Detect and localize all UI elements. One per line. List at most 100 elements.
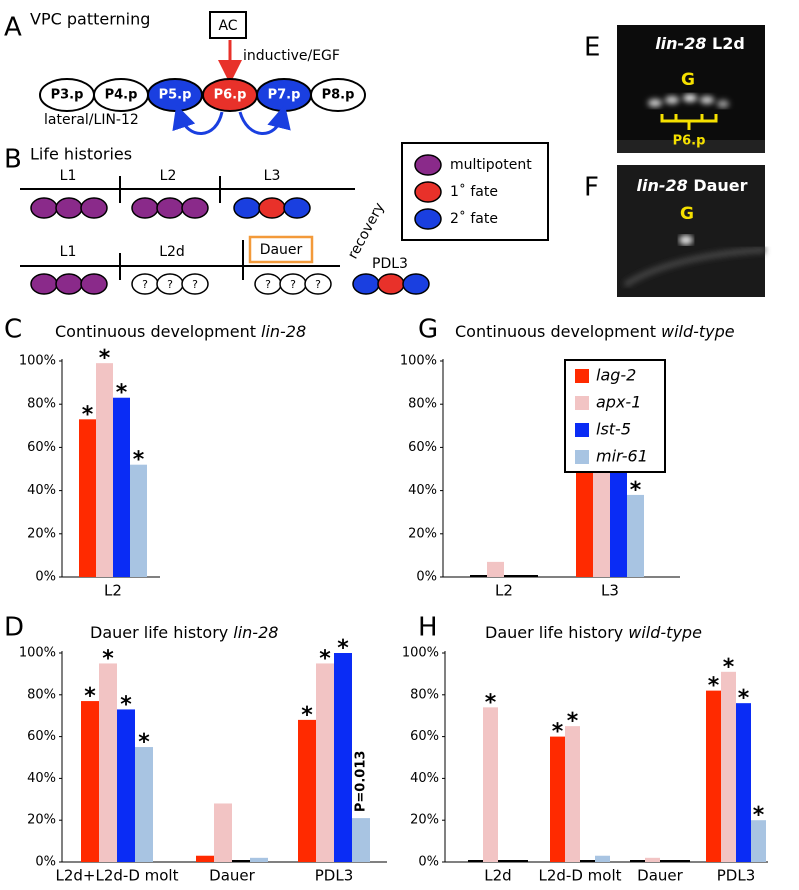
unknown-mark: ? xyxy=(315,278,321,291)
significance-star: * xyxy=(301,703,313,728)
legend-label: 1˚ fate xyxy=(450,183,498,200)
cell-label: P3.p xyxy=(51,88,84,103)
x-tick-label: L2 xyxy=(495,582,513,600)
title-gene: wild-type xyxy=(628,623,702,642)
y-tick-label: 40% xyxy=(408,483,437,498)
y-tick-label: 100% xyxy=(400,354,437,369)
legend-swatch xyxy=(575,396,589,410)
significance-star: * xyxy=(82,402,94,427)
panel-letter: D xyxy=(4,613,24,643)
cell xyxy=(352,273,380,295)
panel-letter: G xyxy=(418,315,438,345)
panel-letter: A xyxy=(4,13,22,43)
image-title: lin-28 L2d xyxy=(655,34,745,53)
bar xyxy=(580,860,595,862)
bar xyxy=(250,857,268,862)
cell xyxy=(181,197,209,219)
bar xyxy=(135,747,153,862)
y-tick-label: 20% xyxy=(27,526,56,541)
x-tick-label: Dauer xyxy=(637,867,683,885)
cell xyxy=(402,273,430,295)
y-tick-label: 100% xyxy=(19,646,56,661)
legend-swatch xyxy=(575,423,589,437)
bar xyxy=(660,860,675,862)
lineage-bracket xyxy=(660,114,718,130)
image-title: lin-28 Dauer xyxy=(636,176,747,195)
cell xyxy=(258,197,286,219)
significance-star: * xyxy=(337,636,349,661)
panel-e: E lin-28 L2d G P6.p xyxy=(584,25,765,153)
title-text: Dauer life history xyxy=(485,623,623,642)
unknown-mark: ? xyxy=(290,278,296,291)
stage-label: L2d xyxy=(159,244,185,260)
cell xyxy=(80,273,108,295)
legend-label: lst-5 xyxy=(596,420,631,439)
x-tick-label: PDL3 xyxy=(315,867,354,885)
cell xyxy=(55,197,83,219)
bar xyxy=(130,464,147,577)
bar xyxy=(504,575,521,577)
cell xyxy=(30,197,58,219)
unknown-marks: ? ? ? ? ? ? xyxy=(142,278,321,291)
micrograph xyxy=(617,25,765,153)
lateral-arrow xyxy=(172,104,224,135)
x-tick-label: L2d xyxy=(484,867,511,885)
bar xyxy=(470,575,487,577)
y-tick-label: 0% xyxy=(35,570,56,585)
bar xyxy=(81,701,99,862)
bar xyxy=(316,663,334,862)
significance-star: * xyxy=(138,730,150,755)
y-tick-label: 20% xyxy=(408,526,437,541)
bar xyxy=(706,690,721,862)
stage-label: Dauer xyxy=(260,242,303,258)
cell-label: P4.p xyxy=(105,88,138,103)
cell-label: G xyxy=(681,70,695,90)
micrograph-band xyxy=(617,140,765,153)
cell xyxy=(156,197,184,219)
lineage-label: P6.p xyxy=(673,134,706,149)
cell xyxy=(377,273,405,295)
significance-star: * xyxy=(133,448,145,473)
panel-title: Life histories xyxy=(30,145,132,164)
unknown-mark: ? xyxy=(192,278,198,291)
y-tick-label: 80% xyxy=(408,397,437,412)
y-tick-label: 60% xyxy=(410,729,439,744)
cell xyxy=(55,273,83,295)
cell-row xyxy=(30,273,430,295)
bar xyxy=(627,494,644,577)
legend-swatch xyxy=(414,154,442,176)
significance-star: * xyxy=(552,720,564,745)
nuclei xyxy=(648,94,729,108)
stage-label: PDL3 xyxy=(372,256,408,272)
cell xyxy=(80,197,108,219)
panel-f: F lin-28 Dauer G xyxy=(584,165,766,297)
cell-label: G xyxy=(680,204,694,224)
y-tick-label: 0% xyxy=(35,855,56,870)
bar xyxy=(214,803,232,862)
x-tick-label: PDL3 xyxy=(717,867,756,885)
legend-label: apx-1 xyxy=(596,393,641,412)
title-gene: wild-type xyxy=(661,322,735,341)
panel-title: VPC patterning xyxy=(30,10,150,29)
legend-label: mir-61 xyxy=(596,447,648,466)
y-tick-label: 80% xyxy=(410,687,439,702)
panel-letter: E xyxy=(584,33,600,63)
title-gene: lin-28 xyxy=(233,623,278,642)
stage: Dauer xyxy=(693,176,747,195)
legend-swatch xyxy=(575,450,589,464)
bar xyxy=(113,397,130,577)
annotation: P=0.013 xyxy=(354,751,369,813)
significance-star: * xyxy=(567,709,579,734)
significance-star: * xyxy=(102,646,114,671)
bar xyxy=(521,575,538,577)
y-tick-label: 40% xyxy=(27,483,56,498)
y-tick-label: 0% xyxy=(418,855,439,870)
nucleus xyxy=(679,235,693,245)
bar xyxy=(334,653,352,862)
y-tick-label: 60% xyxy=(27,729,56,744)
bar xyxy=(352,818,370,862)
bar xyxy=(645,857,660,862)
chart-title: Continuous development wild-type xyxy=(455,322,735,341)
y-tick-label: 80% xyxy=(27,397,56,412)
